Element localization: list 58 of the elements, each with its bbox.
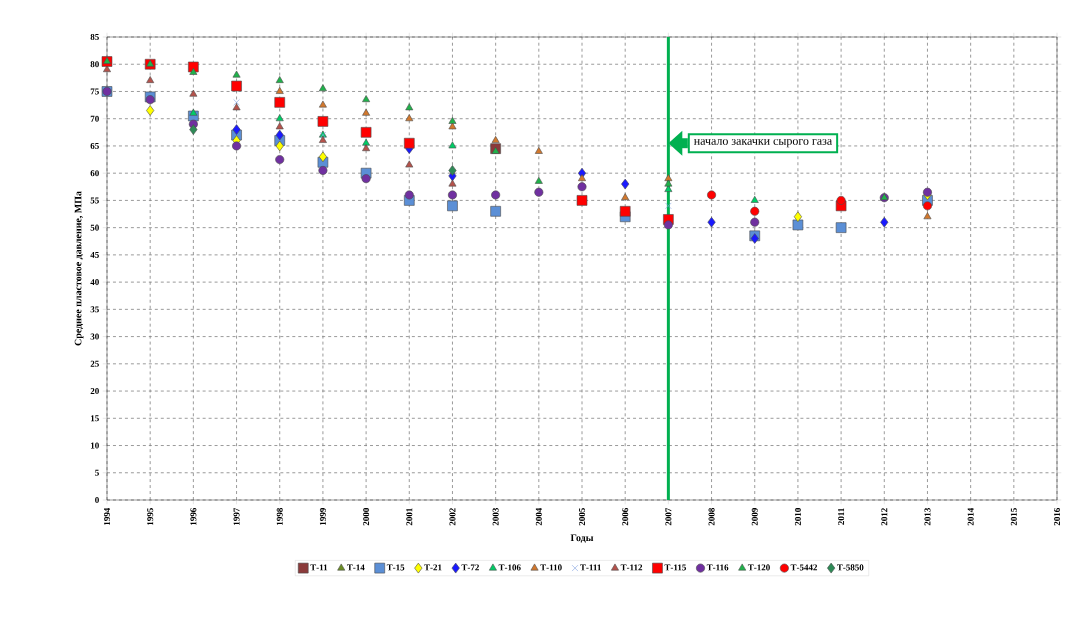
x-tick-label: 2012 (881, 508, 888, 526)
x-tick-label: 2015 (1010, 508, 1017, 526)
x-tick-label: 1995 (147, 508, 154, 525)
x-tick-label: 2005 (578, 508, 586, 526)
y-tick-label: 25 (90, 360, 99, 367)
x-tick-label: 2016 (1053, 508, 1061, 526)
legend-label: Т-14 (346, 564, 365, 571)
x-tick-label: 2010 (794, 508, 801, 526)
x-tick-label: 2002 (449, 508, 456, 526)
y-axis-title: Среднее пластовое давление, МПа (74, 191, 84, 346)
y-tick-label: 50 (90, 224, 99, 231)
x-tick-label: 2011 (838, 508, 845, 525)
x-tick-label: 2004 (535, 507, 542, 526)
x-tick-label: 1994 (103, 507, 111, 525)
legend-label: Т-5442 (790, 564, 818, 571)
legend-label: Т-116 (706, 564, 729, 571)
x-tick-label: 2014 (967, 507, 974, 526)
legend-label: Т-15 (386, 564, 405, 571)
y-tick-label: 20 (90, 388, 99, 395)
x-tick-label: 2013 (924, 508, 931, 526)
x-tick-label: 2001 (406, 508, 413, 526)
legend-label: Т-111 (580, 564, 601, 571)
y-tick-label: 85 (90, 33, 99, 41)
y-tick-label: 10 (91, 442, 99, 449)
ref-line-label: начало закачки сырого газа (694, 139, 832, 148)
legend-label: Т-21 (424, 564, 442, 571)
legend-label: Т-11 (310, 564, 328, 571)
x-tick-label: 1998 (276, 508, 283, 525)
y-tick-label: 40 (90, 279, 99, 286)
x-tick-label: 1996 (190, 508, 197, 525)
legend-label: Т-120 (747, 564, 770, 571)
legend-label: Т-112 (620, 564, 643, 571)
y-tick-label: 55 (90, 197, 99, 204)
y-tick-label: 35 (90, 306, 99, 313)
x-tick-label: 2007 (665, 507, 672, 526)
y-tick-label: 75 (90, 88, 99, 95)
legend-label: Т-72 (461, 564, 479, 571)
y-tick-label: 70 (90, 115, 99, 122)
y-tick-label: 15 (91, 415, 99, 422)
x-tick-label: 2008 (708, 508, 715, 526)
legend-label: Т-5850 (837, 564, 864, 571)
y-tick-label: 5 (95, 469, 99, 476)
x-tick-label: 1997 (233, 507, 240, 525)
x-axis-title: Годы (570, 534, 594, 543)
y-tick-label: 0 (95, 496, 99, 504)
legend-label: Т-110 (540, 564, 562, 571)
y-tick-label: 45 (90, 251, 99, 258)
y-tick-label: 60 (90, 170, 99, 177)
x-tick-label: 2000 (363, 508, 370, 526)
y-tick-label: 30 (90, 333, 99, 340)
y-tick-label: 80 (90, 61, 99, 68)
x-tick-label: 2003 (492, 508, 499, 526)
x-tick-label: 2009 (751, 508, 758, 526)
x-tick-label: 2006 (622, 508, 629, 526)
y-tick-label: 65 (90, 142, 99, 149)
legend-label: Т-106 (498, 564, 521, 571)
legend-label: Т-115 (664, 564, 687, 571)
x-tick-label: 1999 (319, 508, 326, 525)
